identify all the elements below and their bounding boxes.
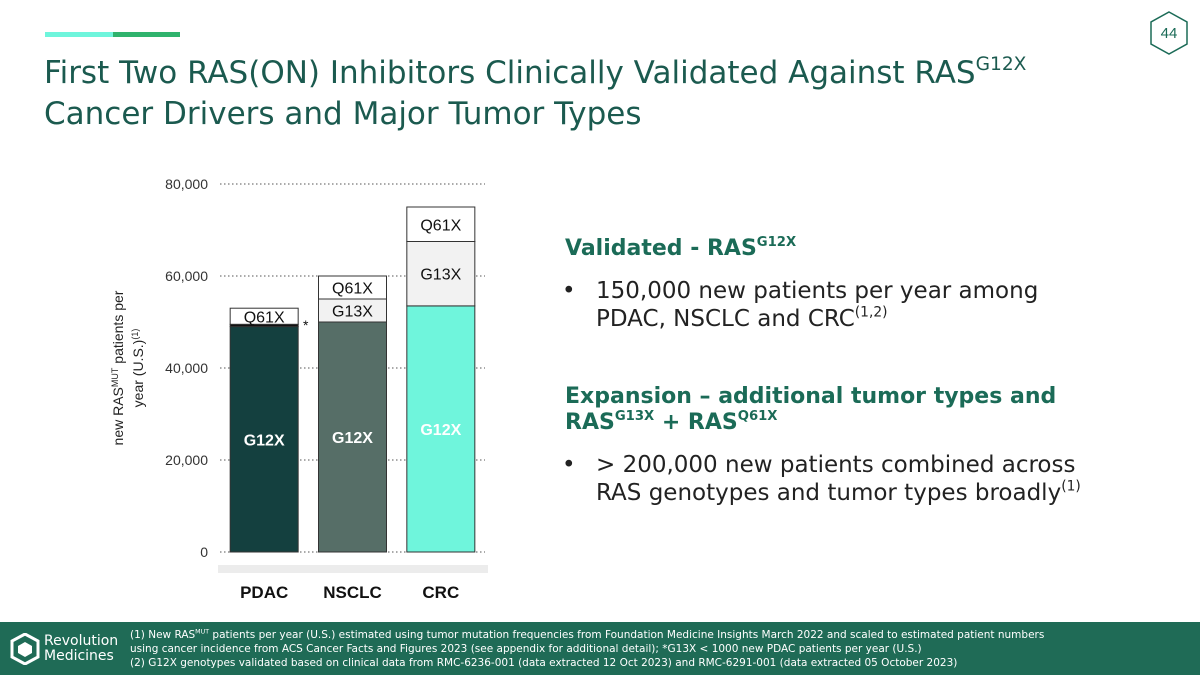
x-tick-label: PDAC [240, 583, 288, 602]
footer [0, 622, 1200, 675]
y-axis-label: year (U.S.)(1) [130, 329, 146, 408]
accent-bar [45, 32, 113, 37]
label-sup: (1) [130, 329, 140, 340]
y-axis-label: new RASMUT patients per [110, 290, 126, 445]
heading: Expansion – additional tumor types and [565, 384, 1057, 409]
bullet-sup: (1,2) [854, 304, 888, 321]
bar-segment [318, 321, 387, 553]
title-text: First Two RAS(ON) Inhibitors Clinically … [44, 55, 976, 91]
bar-segment [229, 307, 299, 325]
logo-line: Revolution [44, 633, 119, 649]
x-tick-label: NSCLC [323, 583, 382, 602]
bar-segment [318, 275, 387, 300]
footnote: (1) New RASMUT patients per year (U.S.) … [130, 629, 1044, 641]
heading-sup: G13X [614, 408, 655, 424]
y-tick-label: 60,000 [165, 268, 208, 284]
heading: RASG13X + RASQ61X [565, 410, 777, 435]
label-part: new RAS [110, 387, 126, 445]
hexagon [1150, 11, 1188, 55]
segment-label: G13X [332, 304, 373, 321]
page-number: 44 [1161, 25, 1178, 42]
logo-hex [10, 633, 40, 665]
label-part: year (U.S.) [130, 340, 146, 408]
bullet-text: PDAC, NSCLC and CRC(1,2) [596, 304, 888, 332]
y-tick-label: 0 [200, 544, 208, 560]
x-tick-label: CRC [422, 583, 459, 602]
segment-label: Q61X [244, 309, 285, 326]
logo-mark [10, 633, 40, 665]
y-tick-label: 80,000 [165, 176, 208, 192]
heading: Validated - RASG12X [565, 236, 796, 261]
note-part: patients per year (U.S.) estimated using… [209, 629, 1045, 641]
chart: new RASMUT patients per year (U.S.)(1) *… [110, 176, 488, 602]
label-part: patients per [110, 290, 126, 367]
bullet-sup: (1) [1061, 478, 1081, 495]
title-sup: G12X [975, 53, 1027, 75]
heading-text: Validated - RAS [565, 236, 757, 261]
heading-sup: G12X [756, 234, 797, 250]
note-sup: MUT [195, 628, 210, 636]
annotation: * [303, 317, 309, 333]
segment-label: Q61X [332, 281, 373, 298]
title: First Two RAS(ON) Inhibitors Clinically … [44, 55, 1026, 91]
segment-label: G12X [244, 432, 285, 449]
bar-segment [229, 326, 299, 553]
logo-text: Revolution Medicines [44, 634, 118, 664]
heading-sup: Q61X [737, 408, 778, 424]
bullet-dot: • [562, 278, 576, 304]
accent-bar [113, 32, 180, 37]
bullet-part: RAS genotypes and tumor types broadly [596, 480, 1062, 506]
logo-line: Medicines [44, 648, 114, 664]
logo-core [18, 642, 32, 657]
bullet-dot: • [562, 452, 576, 478]
y-tick-label: 20,000 [165, 452, 208, 468]
bar-segment [406, 206, 476, 242]
segment-label: Q61X [420, 217, 461, 234]
note-part: (1) New RAS [130, 629, 196, 641]
bullet-text: > 200,000 new patients combined across [596, 452, 1076, 478]
segment-label: G12X [332, 430, 373, 447]
bullet-text: RAS genotypes and tumor types broadly(1) [596, 478, 1081, 506]
footnote: using cancer incidence from ACS Cancer F… [130, 643, 922, 655]
bullet-text: 150,000 new patients per year among [596, 278, 1039, 304]
bullet-part: PDAC, NSCLC and CRC [596, 306, 855, 332]
title: Cancer Drivers and Major Tumor Types [44, 96, 642, 132]
y-tick-label: 40,000 [165, 360, 208, 376]
baseline-band [218, 565, 488, 573]
heading-text: RAS [565, 410, 615, 435]
label-sup: MUT [110, 367, 120, 387]
page-badge: 44 [1150, 11, 1188, 55]
bar-segment [406, 305, 476, 553]
heading-text: + RAS [654, 410, 738, 435]
segment-label: G13X [420, 267, 461, 284]
bar-segment [406, 241, 476, 307]
footnote: (2) G12X genotypes validated based on cl… [130, 657, 958, 669]
segment-label: G12X [420, 422, 461, 439]
